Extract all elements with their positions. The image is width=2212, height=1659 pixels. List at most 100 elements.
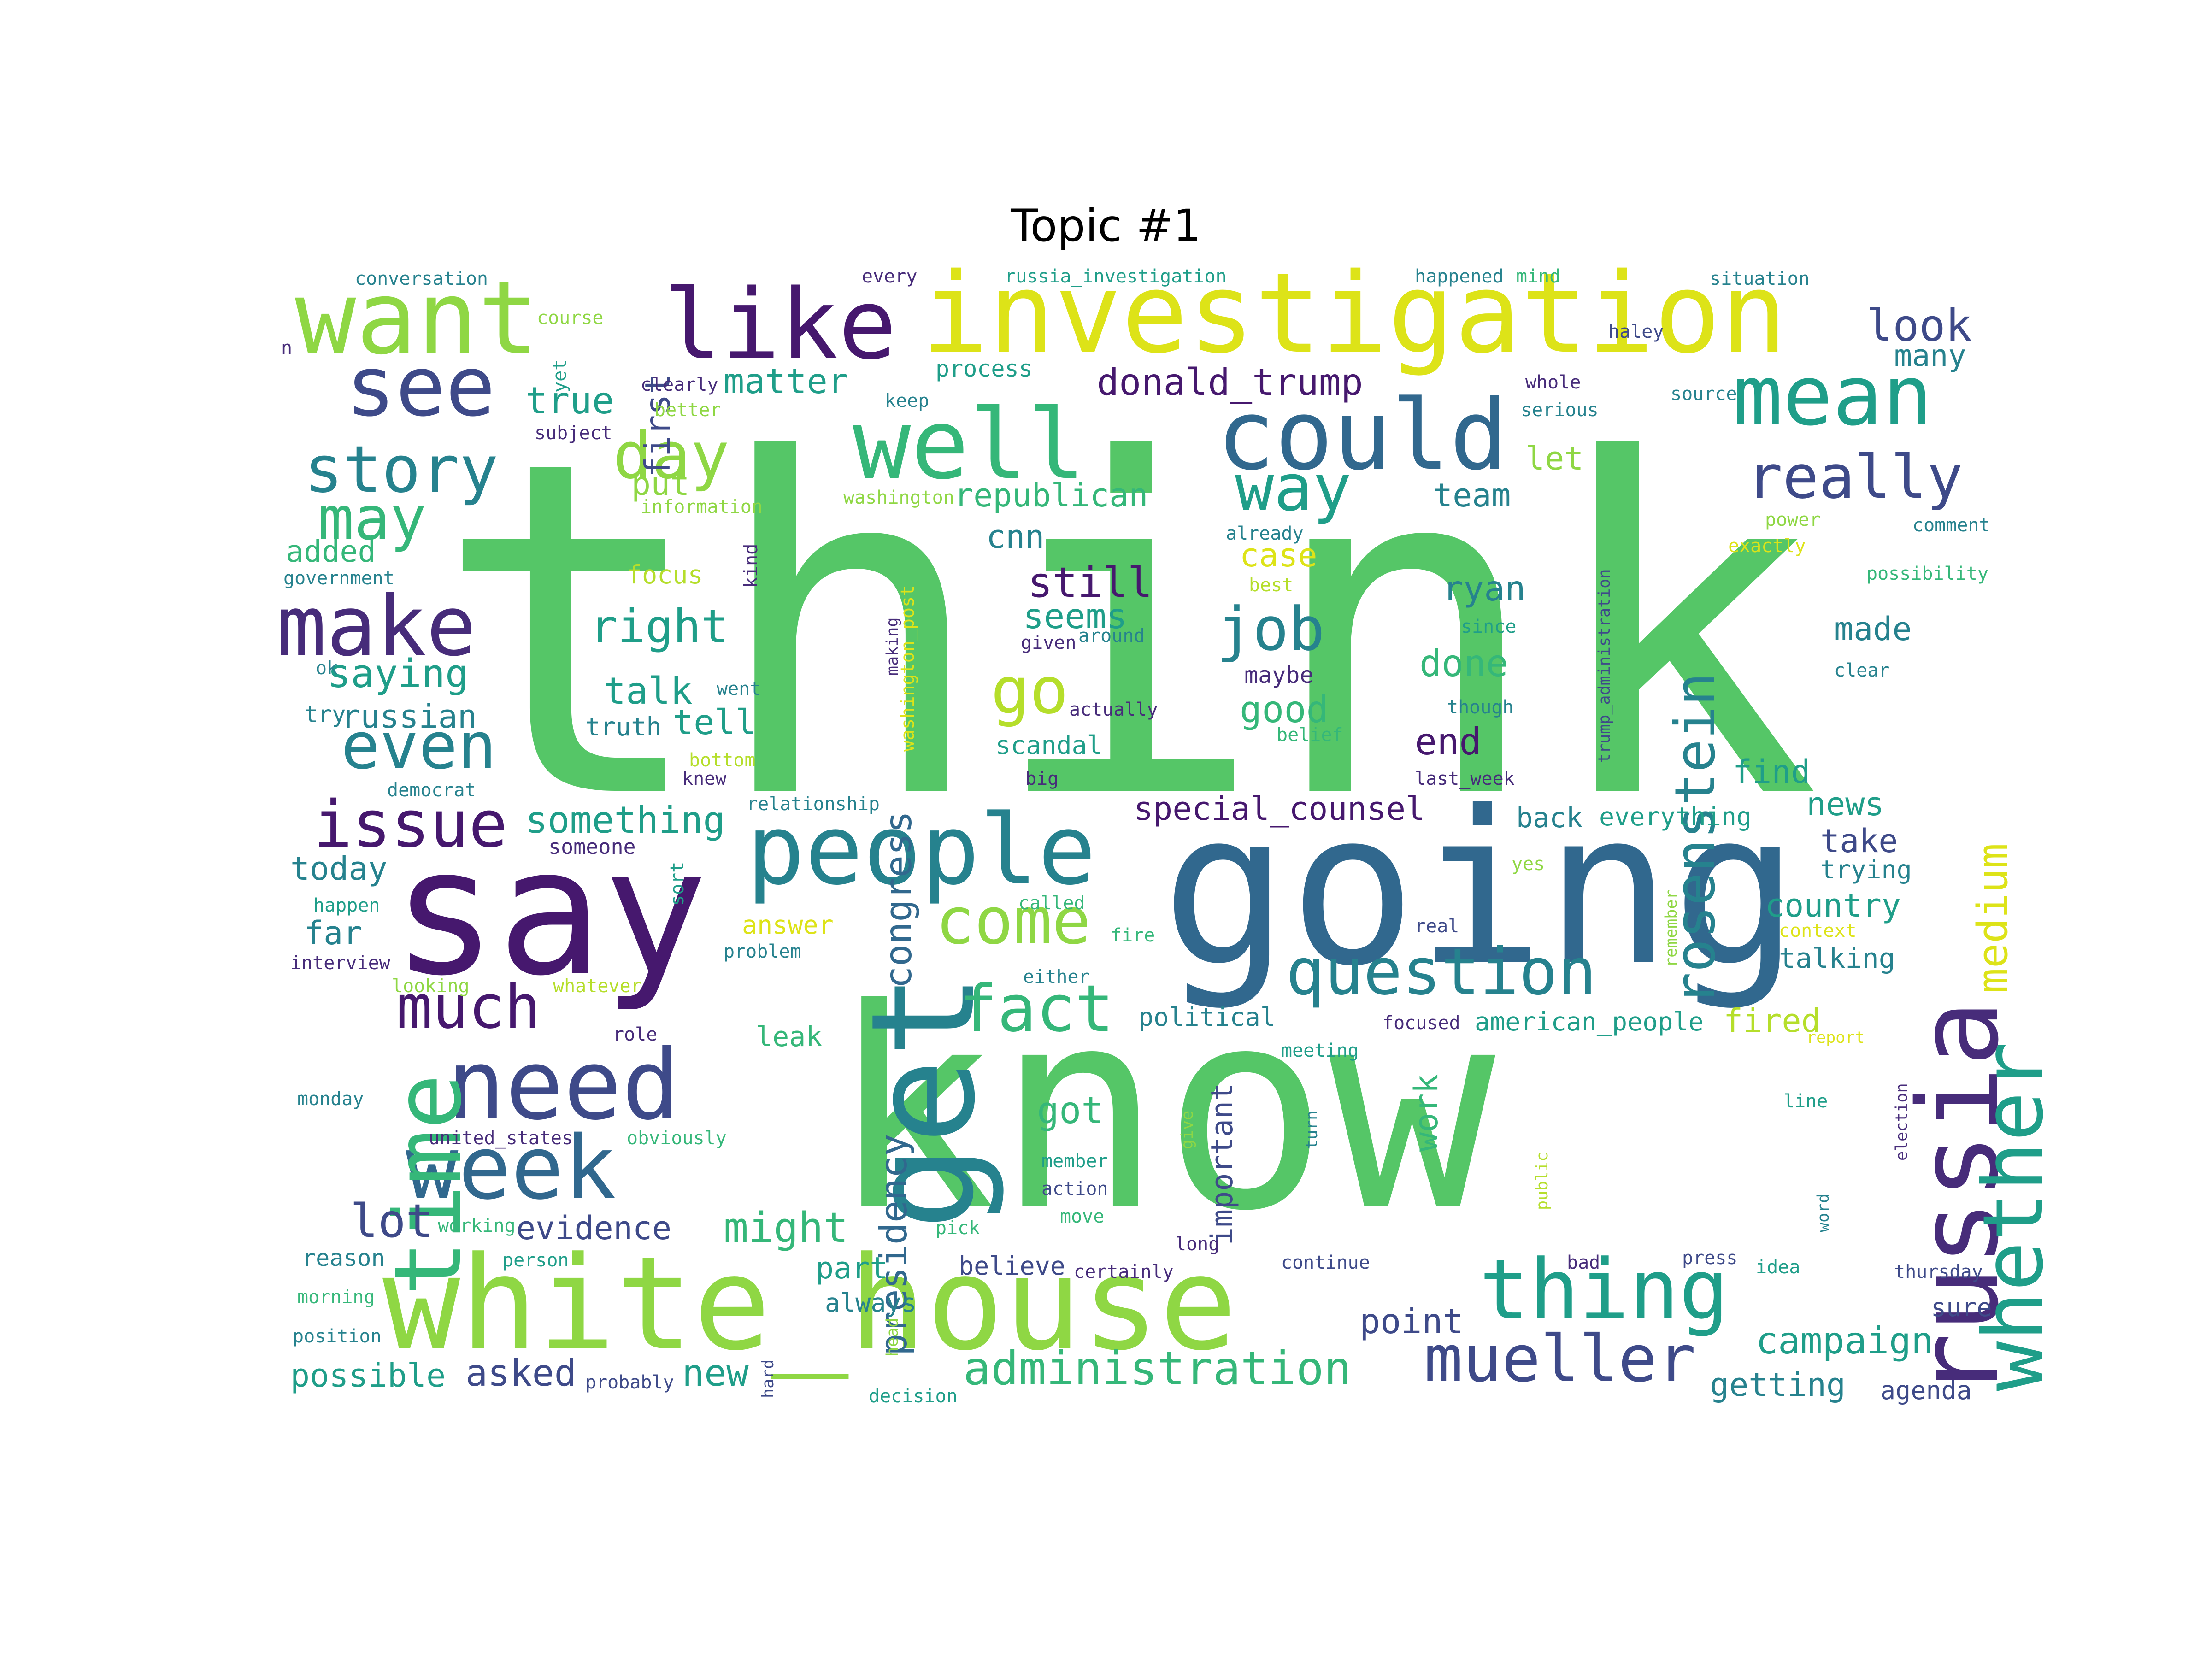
word-made: made bbox=[1834, 610, 1912, 648]
word-say: say bbox=[392, 810, 708, 1014]
word-thing: thing bbox=[1479, 1242, 1729, 1338]
word-take: take bbox=[1820, 822, 1898, 860]
word-ok: ok bbox=[316, 658, 338, 679]
word-russian: russian bbox=[341, 698, 477, 735]
word-donald-trump: donald_trump bbox=[1097, 361, 1363, 404]
word-whether: whether bbox=[1965, 1041, 2062, 1391]
word-relationship: relationship bbox=[747, 794, 880, 815]
word-might: might bbox=[724, 1204, 848, 1252]
word-russia-investigation: russia_investigation bbox=[1005, 266, 1227, 287]
word-turn: turn bbox=[1303, 1110, 1321, 1150]
word-issue: issue bbox=[313, 787, 508, 862]
word-asked: asked bbox=[465, 1352, 577, 1394]
word-already: already bbox=[1226, 523, 1304, 544]
word-whatever: whatever bbox=[553, 976, 642, 997]
word-important: important bbox=[1205, 1082, 1240, 1246]
word-done: done bbox=[1419, 642, 1508, 685]
word-look: look bbox=[1866, 300, 1972, 351]
word-people: people bbox=[747, 794, 1096, 906]
word-political: political bbox=[1138, 1002, 1276, 1032]
word-job: job bbox=[1217, 594, 1325, 664]
word-find: find bbox=[1733, 753, 1811, 791]
word-belief: belief bbox=[1277, 724, 1343, 746]
word-though: though bbox=[1447, 697, 1514, 718]
word-part: part bbox=[816, 1251, 888, 1286]
word-sure: sure bbox=[1931, 1293, 1992, 1322]
word-knew: knew bbox=[682, 768, 727, 789]
word-ryan: ryan bbox=[1442, 568, 1526, 609]
word-remember: remember bbox=[1662, 889, 1681, 967]
word-scandal: scandal bbox=[995, 730, 1102, 760]
word-certainly: certainly bbox=[1074, 1261, 1174, 1282]
word-bad: bad bbox=[1567, 1252, 1600, 1273]
word-context: context bbox=[1779, 920, 1857, 941]
word-seems: seems bbox=[1023, 596, 1127, 636]
word-word: word bbox=[1814, 1193, 1833, 1233]
word-try: try bbox=[304, 701, 346, 728]
word-time: time bbox=[375, 1074, 482, 1296]
word-press: press bbox=[1682, 1247, 1738, 1269]
word-someone: someone bbox=[548, 835, 636, 859]
word-situation: situation bbox=[1710, 268, 1810, 289]
word-member: member bbox=[1041, 1151, 1108, 1172]
word-want: want bbox=[295, 259, 539, 377]
word-yes: yes bbox=[1512, 853, 1545, 875]
word-information: information bbox=[641, 496, 763, 518]
word-well: well bbox=[853, 388, 1086, 501]
word-maybe: maybe bbox=[1244, 662, 1314, 688]
word-power: power bbox=[1765, 509, 1821, 530]
word-fire: fire bbox=[1111, 925, 1155, 946]
word-idea: idea bbox=[1756, 1257, 1800, 1278]
word-many: many bbox=[1894, 339, 1966, 373]
word-trying: trying bbox=[1820, 855, 1912, 884]
word-story: story bbox=[304, 432, 499, 507]
word-whole: whole bbox=[1525, 372, 1581, 393]
word-conversation: conversation bbox=[355, 268, 488, 289]
word-even: even bbox=[341, 709, 497, 784]
word-day: day bbox=[613, 418, 729, 494]
word-see: see bbox=[346, 339, 496, 435]
word-make: make bbox=[276, 578, 477, 675]
word-big: big bbox=[1025, 768, 1059, 789]
word-happen: happen bbox=[313, 895, 380, 916]
word-believe: believe bbox=[959, 1251, 1065, 1281]
word-yet: yet bbox=[549, 359, 571, 393]
word-evidence: evidence bbox=[516, 1209, 672, 1247]
word-mind: mind bbox=[1516, 266, 1561, 287]
word-leak: leak bbox=[756, 1021, 823, 1053]
word-good: good bbox=[1240, 688, 1329, 731]
word-last-week: last_week bbox=[1415, 768, 1515, 789]
word-back: back bbox=[1516, 802, 1583, 834]
word-role: role bbox=[613, 1024, 658, 1045]
word-still: still bbox=[1028, 559, 1153, 607]
word-called: called bbox=[1018, 893, 1085, 914]
word-answer: answer bbox=[742, 910, 834, 940]
word-n: n bbox=[281, 337, 293, 359]
word-clear: clear bbox=[1834, 660, 1890, 681]
word-give: give bbox=[1178, 1110, 1197, 1150]
word-since: since bbox=[1461, 616, 1517, 637]
word-reason: reason bbox=[302, 1245, 385, 1271]
chart-title: Topic #1 bbox=[1011, 200, 1201, 252]
word-going: going bbox=[1161, 766, 1800, 1012]
word-everything: everything bbox=[1599, 802, 1752, 831]
word-special-counsel: special_counsel bbox=[1134, 790, 1425, 828]
word-talk: talk bbox=[604, 670, 693, 712]
word-may: may bbox=[318, 483, 426, 553]
word-lot: lot bbox=[350, 1194, 434, 1248]
word-serious: serious bbox=[1521, 400, 1599, 421]
word-comment: comment bbox=[1912, 515, 1990, 536]
word-meeting: meeting bbox=[1281, 1040, 1359, 1061]
word-point: point bbox=[1359, 1301, 1464, 1341]
word-focus: focus bbox=[627, 560, 703, 589]
word-action: action bbox=[1041, 1178, 1108, 1200]
word-democrat: democrat bbox=[387, 780, 476, 801]
word-truth: truth bbox=[585, 712, 662, 741]
word-either: either bbox=[1023, 966, 1090, 988]
word-probably: probably bbox=[585, 1372, 674, 1393]
word-investigation: investigation bbox=[922, 249, 1788, 378]
word-thursday: thursday bbox=[1894, 1261, 1983, 1282]
word-course: course bbox=[537, 307, 604, 329]
word-monday: monday bbox=[297, 1088, 364, 1110]
